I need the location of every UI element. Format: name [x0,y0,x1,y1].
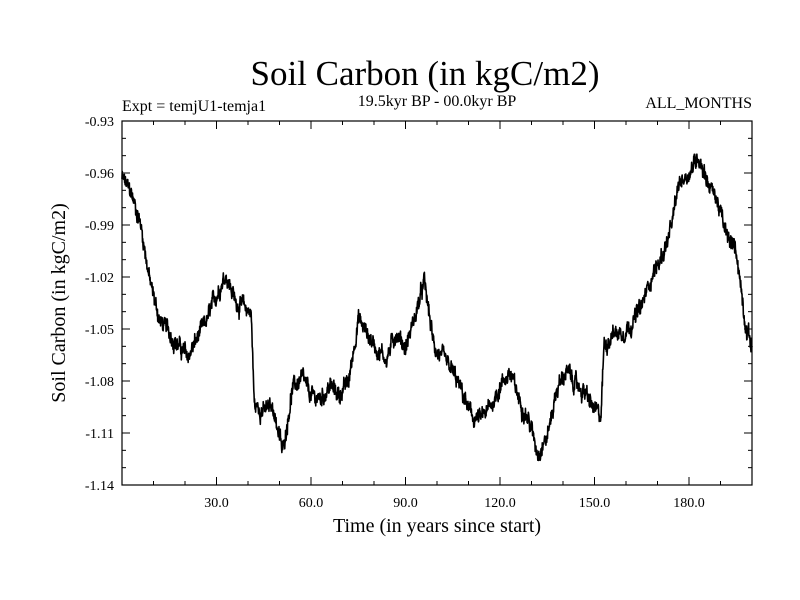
y-tick-label: -1.05 [85,323,114,338]
series-line-soil-carbon [121,153,753,462]
x-tick-label: 30.0 [204,496,229,511]
chart-title: Soil Carbon (in kgC/m2) [250,54,599,93]
plot-frame [121,120,753,486]
x-tick-label: 150.0 [579,496,611,511]
y-axis-label: Soil Carbon (in kgC/m2) [48,203,70,402]
y-tick-label: -0.93 [85,115,114,130]
y-tick-label: -0.96 [85,167,114,182]
x-tick-label: 180.0 [673,496,705,511]
x-axis-label: Time (in years since start) [333,515,541,537]
y-tick-label: -1.02 [85,271,114,286]
months-label: ALL_MONTHS [645,95,752,112]
x-tick-label: 90.0 [393,496,418,511]
tick-labels-group: -0.93 -0.96 -0.99 -1.02 -1.05 -1.08 -1.11 -1.14… [85,115,705,511]
x-tick-label: 60.0 [299,496,324,511]
experiment-label: Expt = temjU1-temja1 [122,98,266,115]
y-tick-label: -1.08 [85,375,114,390]
y-tick-label: -1.14 [85,479,114,494]
y-tick-label: -0.99 [85,219,114,234]
x-tick-label: 120.0 [484,496,516,511]
y-tick-label: -1.11 [85,427,114,442]
time-range-label: 19.5kyr BP - 00.0kyr BP [358,93,517,110]
